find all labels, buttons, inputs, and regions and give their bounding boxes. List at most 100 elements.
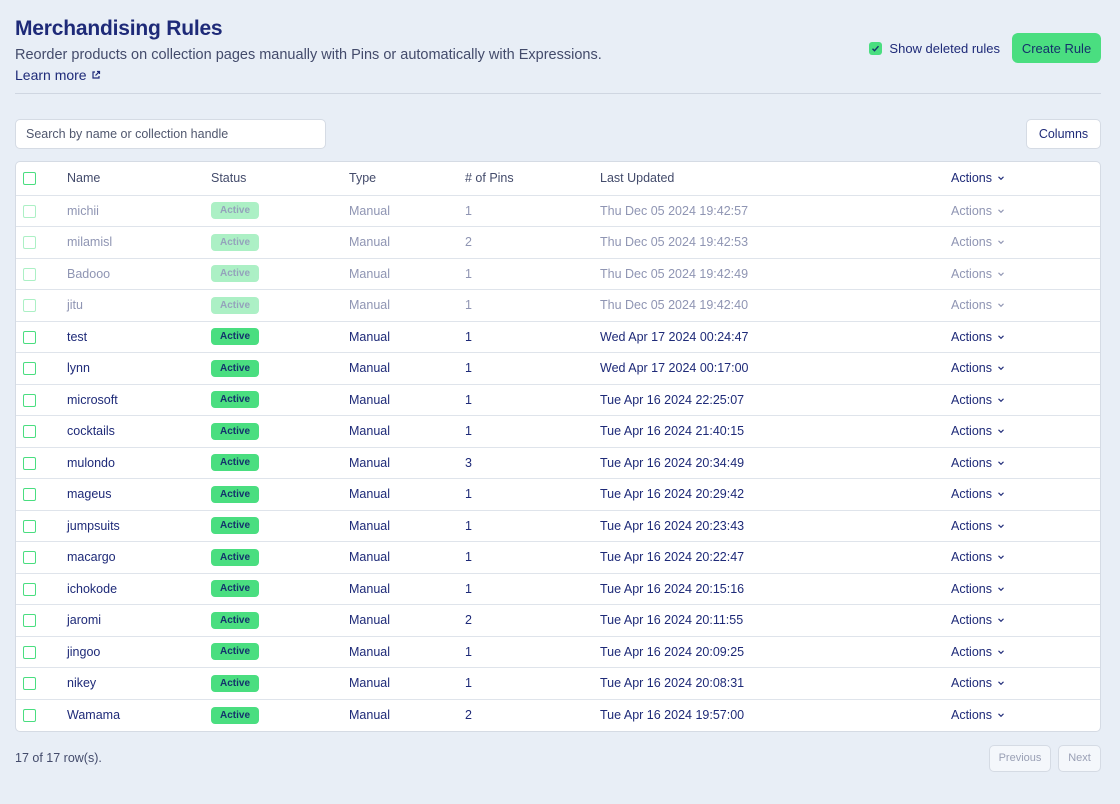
row-actions-menu[interactable]: Actions [951,613,1005,627]
table-row[interactable]: test Active Manual 1 Wed Apr 17 2024 00:24:4… [16,321,1100,353]
table-row[interactable]: mageus Active Manual 1 Tue Apr 16 2024 20:29… [16,478,1100,511]
table-row[interactable]: Badooo Active Manual 1 Thu Dec 05 2024 19:42… [16,258,1100,290]
column-header-last-updated[interactable]: Last Updated [600,171,675,186]
show-deleted-checkbox[interactable] [869,41,883,55]
status-badge: Active [211,674,259,692]
search-input[interactable] [15,119,326,149]
page-title: Merchandising Rules [15,17,223,40]
row-checkbox[interactable] [23,393,36,407]
row-actions-menu[interactable]: Actions [951,393,1005,407]
row-checkbox[interactable] [23,456,36,470]
table-row[interactable]: ichokode Active Manual 1 Tue Apr 16 2024 20:… [16,573,1100,605]
row-checkbox[interactable] [23,582,36,596]
row-checkbox[interactable] [23,551,36,565]
create-rule-button[interactable]: Create Rule [1012,33,1101,63]
row-actions-menu[interactable]: Actions [951,708,1005,722]
row-checkbox[interactable] [23,236,36,250]
row-checkbox[interactable] [23,299,36,313]
last-updated: Thu Dec 05 2024 19:42:53 [600,235,749,250]
row-actions-menu[interactable]: Actions [951,330,1005,344]
row-actions-menu[interactable]: Actions [951,267,1005,281]
column-header-type[interactable]: Type [349,171,377,186]
rule-name: test [67,329,88,344]
row-actions-menu[interactable]: Actions [951,550,1005,564]
pin-count: 1 [465,329,472,344]
table-row[interactable]: macargo Active Manual 1 Tue Apr 16 2024 20:2… [16,541,1100,574]
row-actions-label: Actions [951,298,992,313]
row-actions-menu[interactable]: Actions [951,645,1005,659]
row-actions-menu[interactable]: Actions [951,235,1005,249]
row-checkbox[interactable] [23,330,36,344]
row-checkbox[interactable] [23,677,36,691]
chevron-down-icon [998,209,1004,213]
last-updated: Thu Dec 05 2024 19:42:40 [600,298,749,313]
row-select-cell [16,542,67,574]
next-page-button[interactable]: Next [1058,744,1101,772]
table-row[interactable]: jaromi Active Manual 2 Tue Apr 16 2024 20:11… [16,604,1100,637]
row-checkbox[interactable] [23,645,36,659]
actions-cell: Actions [951,258,1100,290]
columns-button[interactable]: Columns [1026,119,1101,149]
row-checkbox[interactable] [23,425,36,439]
status-badge: Active [211,328,259,346]
row-actions-label: Actions [951,613,992,628]
table-row[interactable]: cocktails Active Manual 1 Tue Apr 16 2024 21… [16,415,1100,448]
column-header-status[interactable]: Status [211,171,247,186]
chevron-down-icon [998,398,1004,402]
row-actions-menu[interactable]: Actions [951,424,1005,438]
status-cell: Active [211,321,349,353]
pin-count: 1 [465,581,472,596]
select-all-checkbox[interactable] [23,172,36,186]
row-actions-menu[interactable]: Actions [951,456,1005,470]
last-updated: Tue Apr 16 2024 20:34:49 [600,455,745,470]
rule-name: cocktails [67,424,115,439]
row-actions-label: Actions [951,581,992,596]
table-row[interactable]: milamisl Active Manual 2 Thu Dec 05 2024 19:… [16,226,1100,259]
actions-cell: Actions [951,321,1100,353]
status-badge: Active [211,296,259,314]
table-row[interactable]: microsoft Active Manual 1 Tue Apr 16 2024 22… [16,384,1100,416]
row-checkbox[interactable] [23,267,36,281]
header-select-cell [16,162,67,195]
row-checkbox[interactable] [23,614,36,628]
row-actions-label: Actions [951,708,992,722]
table-row[interactable]: nikey Active Manual 1 Tue Apr 16 2024 20:08:… [16,667,1100,700]
row-checkbox[interactable] [23,709,36,723]
table-row[interactable]: lynn Active Manual 1 Wed Apr 17 2024 00:17:0… [16,352,1100,385]
rule-name: Wamama [67,708,121,722]
rule-type: Manual [349,550,390,565]
pin-count: 1 [465,518,472,533]
last-updated: Thu Dec 05 2024 19:42:57 [600,203,749,218]
rule-type: Manual [349,298,390,313]
actions-cell: Actions [951,195,1100,227]
table-row[interactable]: Wamama Active Manual 2 Tue Apr 16 2024 19:57… [16,699,1100,731]
row-select-cell [16,353,67,385]
status-cell: Active [211,668,349,700]
row-actions-menu[interactable]: Actions [951,204,1005,218]
row-actions-menu[interactable]: Actions [951,582,1005,596]
row-checkbox[interactable] [23,519,36,533]
learn-more-link[interactable]: Learn more [15,67,101,83]
show-deleted-toggle[interactable]: Show deleted rules [869,41,1000,56]
row-checkbox[interactable] [23,488,36,502]
table-row[interactable]: jumpsuits Active Manual 1 Tue Apr 16 2024 20… [16,510,1100,542]
table-row[interactable]: jingoo Active Manual 1 Tue Apr 16 2024 20:09… [16,636,1100,668]
previous-page-button[interactable]: Previous [989,744,1051,772]
row-checkbox[interactable] [23,362,36,376]
pin-count: 1 [465,203,472,218]
table-row[interactable]: jitu Active Manual 1 Thu Dec 05 2024 19:42:4… [16,289,1100,322]
column-header-pins[interactable]: # of Pins [465,171,514,186]
row-select-cell [16,479,67,511]
header-actions-menu[interactable]: Actions [951,171,1005,185]
row-actions-menu[interactable]: Actions [951,676,1005,690]
table-row[interactable]: mulondo Active Manual 3 Tue Apr 16 2024 20:3… [16,447,1100,479]
column-header-name[interactable]: Name [67,171,101,186]
row-actions-menu[interactable]: Actions [951,361,1005,375]
row-select-cell [16,447,67,479]
last-updated: Tue Apr 16 2024 20:08:31 [600,676,745,691]
table-row[interactable]: michii Active Manual 1 Thu Dec 05 2024 19:42… [16,195,1100,227]
row-actions-menu[interactable]: Actions [951,487,1005,501]
row-actions-menu[interactable]: Actions [951,298,1005,312]
row-actions-menu[interactable]: Actions [951,519,1005,533]
row-checkbox[interactable] [23,204,36,218]
